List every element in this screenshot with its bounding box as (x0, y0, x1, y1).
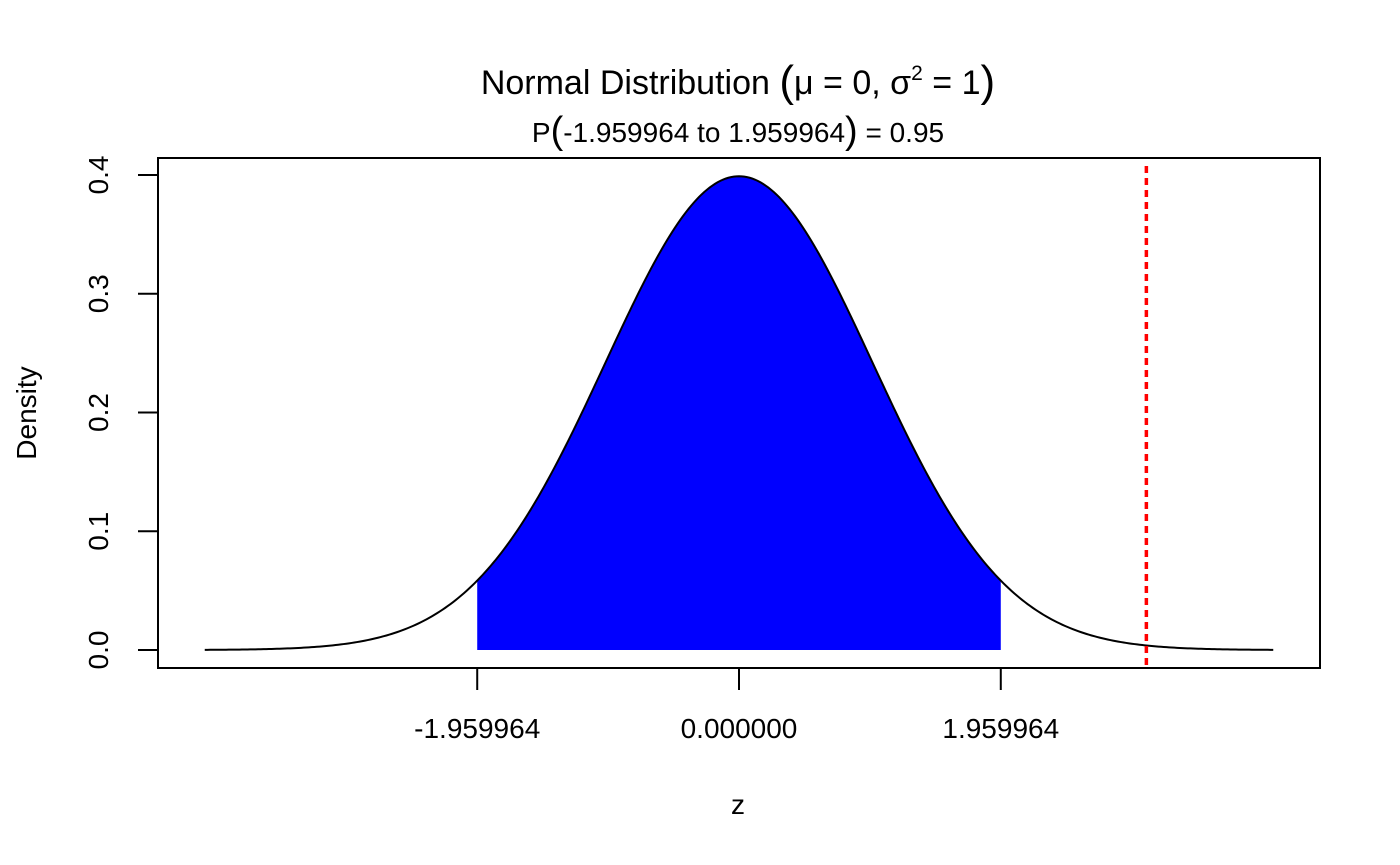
x-axis: -1.959964 0.000000 1.959964 (414, 668, 1059, 744)
y-axis: 0.0 0.1 0.2 0.3 0.4 (83, 156, 158, 670)
chart-title-prefix: Normal Distribution (481, 64, 780, 102)
y-tick-label: 0.4 (83, 156, 114, 195)
x-tick-label: 1.959964 (942, 713, 1059, 744)
shaded-probability-area (477, 176, 1001, 650)
title-close-paren: ) (981, 57, 996, 106)
y-tick-label: 0.3 (83, 274, 114, 313)
y-tick-label: 0.2 (83, 393, 114, 432)
x-tick-label: 0.000000 (681, 713, 798, 744)
subtitle-open-paren: ( (551, 110, 564, 152)
chart-title-after-sup: = 1 (923, 64, 981, 102)
chart-title-params: μ = 0, σ (794, 64, 911, 102)
x-axis-label: z (731, 789, 745, 820)
density-curve (204, 175, 1274, 651)
chart-title: Normal Distribution (μ = 0, σ2 = 1) (481, 57, 995, 106)
x-tick-label: -1.959964 (414, 713, 540, 744)
chart-subtitle-suffix: = 0.95 (858, 117, 944, 148)
chart-title-superscript: 2 (911, 62, 923, 85)
chart-subtitle-inner: -1.959964 to 1.959964 (563, 117, 845, 148)
y-tick-label: 0.1 (83, 512, 114, 551)
chart-subtitle-prefix: P (532, 117, 551, 148)
y-axis-label: Density (11, 366, 42, 459)
subtitle-close-paren: ) (845, 110, 858, 152)
y-tick-label: 0.0 (83, 631, 114, 670)
chart-subtitle: P(-1.959964 to 1.959964) = 0.95 (532, 110, 944, 152)
title-open-paren: ( (779, 57, 794, 106)
